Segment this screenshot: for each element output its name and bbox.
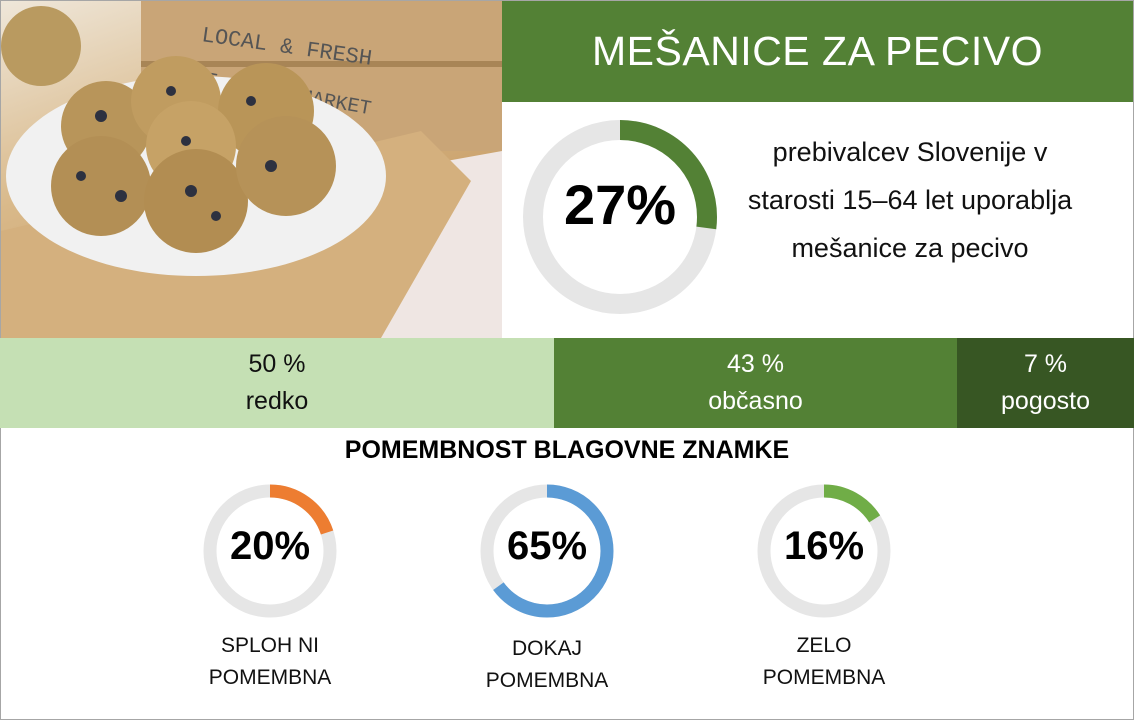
label-line-1: SPLOH NI — [220, 634, 320, 657]
frequency-segment-občasno: 43 % občasno — [554, 338, 957, 428]
main-stat-description: prebivalcev Slovenije v starosti 15–64 l… — [747, 137, 1073, 263]
frequency-segment-pogosto: 7 % pogosto — [957, 338, 1134, 428]
main-donut — [523, 120, 717, 314]
brand-donut-value: 20% — [229, 524, 311, 568]
brand-section-title: POMEMBNOST BLAGOVNE ZNAMKE — [344, 436, 790, 464]
segment-label: pogosto — [1001, 387, 1090, 415]
brand-donut-3-arc — [757, 484, 891, 618]
segment-label: redko — [245, 387, 309, 415]
label-line-2: POMEMBNA — [208, 666, 332, 689]
label-line-2: POMEMBNA — [485, 669, 609, 692]
segment-label: občasno — [708, 387, 803, 415]
brand-donut-value: 16% — [783, 524, 865, 568]
brand-donut-2-arc — [480, 484, 614, 618]
brand-donut-label: DOKAJ POMEMBNA — [437, 633, 657, 697]
segment-percent: 7 % — [1023, 350, 1068, 378]
brand-donut-label: SPLOH NI POMEMBNA — [160, 630, 380, 694]
segment-percent: 50 % — [248, 350, 306, 378]
label-line-1: DOKAJ — [511, 637, 582, 660]
frequency-segment-redko: 50 % redko — [0, 338, 554, 428]
muffins-illustration: LOCAL & FRESH THE GREEN MARKET — [1, 1, 502, 338]
main-stat-value: 27% — [563, 173, 677, 236]
brand-donut-2 — [480, 484, 614, 618]
page-title: MEŠANICE ZA PECIVO — [502, 1, 1133, 102]
brand-donut-label: ZELO POMEMBNA — [714, 630, 934, 694]
brand-donut-1 — [203, 484, 337, 618]
main-donut-arc — [523, 120, 717, 314]
label-line-2: POMEMBNA — [762, 666, 886, 689]
crate-slat — [141, 61, 502, 67]
label-line-1: ZELO — [796, 634, 852, 657]
segment-percent: 43 % — [727, 350, 784, 378]
brand-donut-3 — [757, 484, 891, 618]
muffins — [1, 6, 336, 253]
brand-donut-value: 65% — [506, 524, 588, 568]
muffins-photo: LOCAL & FRESH THE GREEN MARKET — [1, 1, 502, 338]
brand-donut-1-arc — [203, 484, 337, 618]
